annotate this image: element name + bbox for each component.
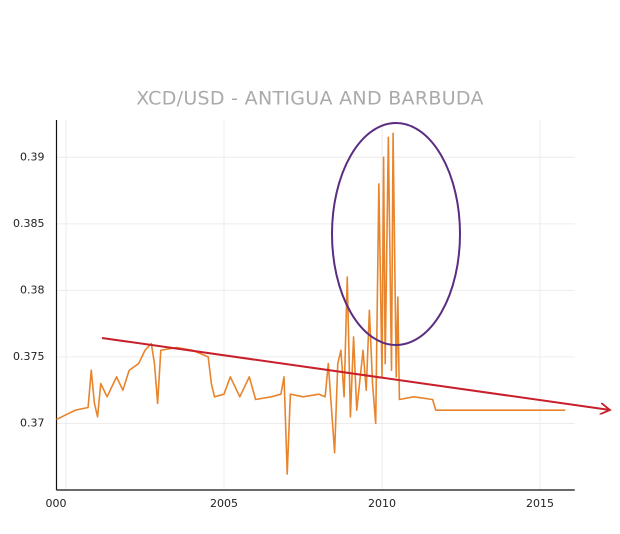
plot-area: 0.37 0.375 0.38 0.385 0.39 000 2005 2010 2015 (13, 120, 575, 510)
trend-arrow (101, 337, 610, 410)
x-tick-label: 2015 (526, 497, 554, 510)
chart-title: XCD/USD - ANTIGUA AND BARBUDA (136, 88, 484, 110)
y-tick-label: 0.39 (20, 150, 45, 163)
y-tick-label: 0.37 (20, 416, 45, 429)
highlight-ellipse (331, 122, 461, 346)
x-tick-label: 000 (45, 497, 66, 510)
y-tick-label: 0.385 (13, 217, 45, 230)
x-tick-label: 2005 (210, 497, 238, 510)
x-tick-label: 2010 (368, 497, 396, 510)
y-tick-label: 0.375 (13, 350, 45, 363)
y-tick-label: 0.38 (20, 283, 45, 296)
data-line (56, 132, 566, 475)
